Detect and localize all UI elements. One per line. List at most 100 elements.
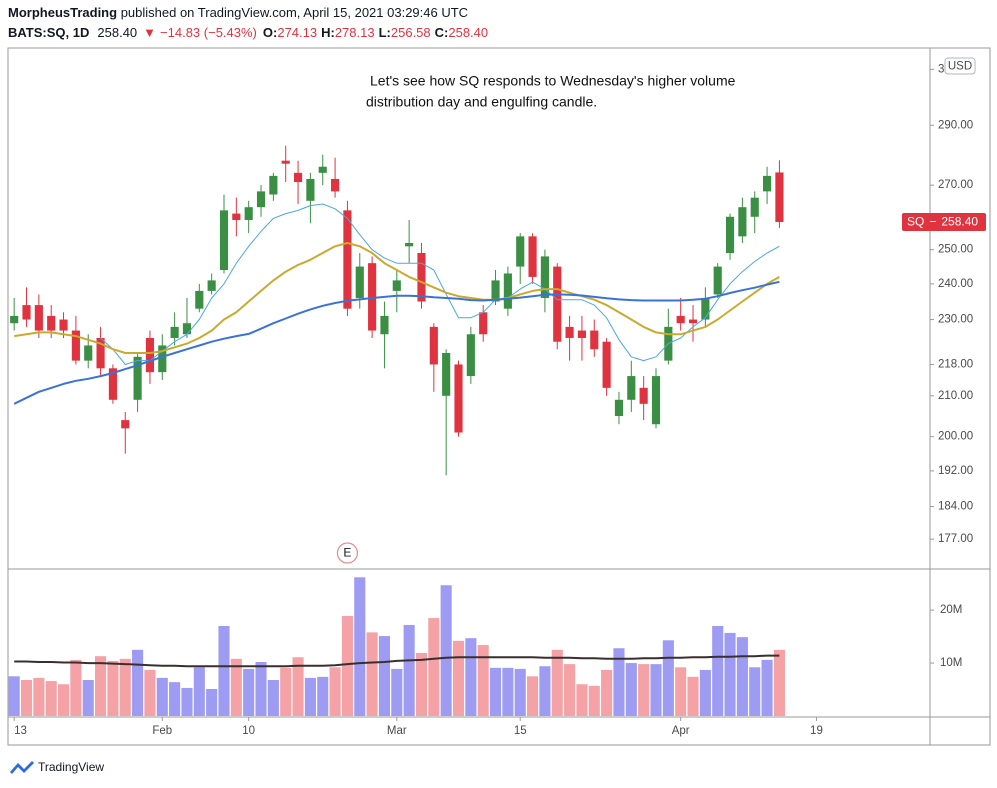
volume-bar — [45, 681, 57, 716]
volume-bar — [415, 653, 428, 716]
ohlc-key: O: — [263, 25, 277, 40]
candle-body — [651, 376, 661, 425]
candle-body — [368, 263, 377, 331]
candle-body — [318, 166, 327, 173]
y-tick-label: 270.00 — [938, 179, 973, 191]
change: −14.83 (−5.43%) — [160, 25, 257, 40]
volume-bar — [576, 684, 588, 716]
volume-bar — [156, 677, 168, 716]
candle-body — [108, 368, 117, 400]
currency: USD — [948, 61, 972, 73]
volume-bar — [749, 667, 761, 716]
price-tag-text: SQ −258.40 — [907, 215, 978, 229]
volume-bar — [403, 624, 415, 716]
volume-bar — [304, 677, 316, 716]
ohlc-value: 256.58 — [391, 25, 431, 40]
author: MorpheusTrading — [8, 5, 117, 20]
volume-bar — [292, 657, 304, 716]
y-tick-label: 200.00 — [938, 431, 973, 443]
price-tag-separator: − — [929, 215, 936, 229]
candle-body — [10, 315, 19, 324]
candle-body — [22, 305, 31, 320]
volume-bar — [391, 668, 403, 716]
volume-bar — [95, 656, 107, 716]
candle-body — [392, 280, 401, 291]
volume-bar — [20, 680, 33, 716]
candle-body — [602, 341, 611, 388]
price-tag — [902, 212, 986, 231]
candle-body — [713, 266, 722, 295]
volume-bar — [502, 667, 514, 716]
volume-bar — [8, 676, 20, 716]
moving-average — [14, 242, 780, 354]
candle-body — [775, 172, 784, 222]
volume-bar — [144, 669, 156, 716]
volume-bar — [33, 677, 45, 716]
volume-bar — [761, 659, 773, 716]
volume-bar — [613, 648, 625, 716]
candle-body — [454, 364, 463, 433]
volume-bar — [564, 664, 576, 716]
volume-bar — [119, 658, 131, 716]
arrow: ▼ — [143, 25, 156, 40]
brand-icon — [10, 761, 34, 774]
ohlc-key: C: — [435, 25, 449, 40]
published: published on TradingView.com, April 15, … — [121, 5, 468, 20]
candle-body — [577, 330, 587, 338]
candle-body — [207, 280, 216, 291]
volume-tick-label: 20M — [940, 604, 962, 616]
volume-bar — [588, 685, 600, 716]
volume-bar — [514, 668, 526, 716]
annotation: Let's see how SQ responds to Wednesday's… — [370, 73, 736, 89]
volume-bar — [773, 649, 785, 716]
candle-body — [688, 319, 698, 324]
volume-bar — [70, 659, 82, 716]
volume-bar — [440, 585, 452, 716]
volume-bar — [539, 666, 551, 716]
candle-body — [503, 273, 512, 309]
x-tick-label: 10 — [242, 725, 255, 737]
moving-average — [100, 203, 780, 365]
volume-bar — [218, 626, 230, 716]
candle-body — [170, 326, 179, 338]
volume-bar — [477, 645, 489, 716]
candle-body — [47, 315, 56, 331]
volume-bar — [527, 676, 539, 716]
candle-body — [479, 312, 488, 335]
frame-border — [7, 47, 991, 746]
currency-badge — [944, 57, 976, 75]
candle-body — [405, 242, 414, 247]
candle-body — [293, 172, 303, 183]
volume-bar — [378, 636, 391, 716]
earnings-label: E — [343, 546, 351, 560]
volume-bar — [736, 637, 748, 716]
candle-body — [343, 210, 352, 309]
y-tick-label: 250.00 — [938, 244, 973, 256]
volume-bar — [280, 667, 292, 716]
x-tick-label: Mar — [387, 725, 407, 737]
volume-bar — [452, 640, 465, 716]
candle-body — [627, 376, 636, 400]
annotation: distribution day and engulfing candle. — [366, 94, 597, 110]
symbol: BATS:SQ, 1D — [8, 25, 89, 40]
candle-body — [34, 305, 43, 331]
volume-bar — [243, 668, 255, 716]
ohlc-value: 278.13 — [335, 25, 375, 40]
x-tick-label: 19 — [810, 725, 823, 737]
volume-ma — [14, 654, 780, 668]
plot: 177.00 184.00 192.00 200.00 210.00 218.00 230.… — [8, 57, 986, 737]
candle-body — [244, 207, 253, 221]
volume-bar — [230, 658, 242, 716]
candle-body — [71, 330, 80, 361]
candle-body — [145, 337, 155, 373]
candle-body — [96, 337, 105, 369]
symbol-line: BATS:SQ, 1D 258.40 ▼ −14.83 (−5.43%) O:274.1… — [8, 25, 488, 40]
ohlc-value: 274.13 — [277, 25, 317, 40]
x-tick-label: Feb — [152, 725, 172, 737]
y-tick-label: 184.00 — [938, 501, 973, 513]
candle-body — [429, 326, 438, 365]
brand: TradingView — [10, 760, 104, 774]
header-line: MorpheusTrading published on TradingView… — [8, 5, 468, 20]
volume-bar — [465, 638, 477, 716]
